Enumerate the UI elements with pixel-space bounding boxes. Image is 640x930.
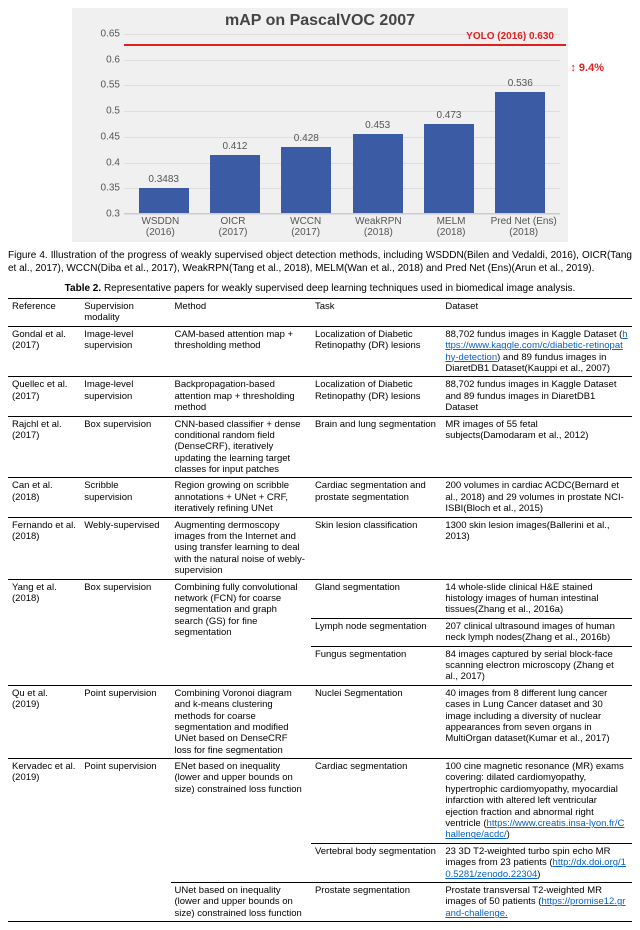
table-row: Yang et al. (2018)Box supervisionCombini… [8,579,632,618]
bar-value: 0.428 [294,133,319,144]
reference-label: YOLO (2016) 0.630 [466,31,554,42]
chart-area: 0.30.350.40.450.50.550.60.65 ↕ 9.4% YOLO… [80,34,560,214]
bar: 0.536 [495,92,545,213]
reference-line [124,44,566,46]
column-header: Method [171,299,311,327]
table-row: Kervadec et al. (2019)Point supervisionE… [8,759,632,844]
x-label: MELM(2018) [415,214,488,238]
chart-title: mAP on PascalVOC 2007 [80,12,560,30]
y-tick: 0.55 [101,80,120,91]
y-axis: 0.30.350.40.450.50.550.60.65 [80,34,124,214]
table-row: Rajchl et al. (2017)Box supervisionCNN-b… [8,416,632,478]
table-row: Quellec et al. (2017)Image-level supervi… [8,377,632,416]
x-label: OICR(2017) [197,214,270,238]
y-tick: 0.4 [106,157,120,168]
figure-caption: Figure 4. Illustration of the progress o… [8,250,632,275]
column-header: Reference [8,299,80,327]
x-label: WCCN(2017) [269,214,342,238]
y-tick: 0.6 [106,54,120,65]
column-header: Supervision modality [80,299,170,327]
table-caption: Table 2. Representative papers for weakl… [8,283,632,294]
bar: 0.412 [210,155,260,213]
table-row: Can et al. (2018)Scribble supervisionReg… [8,478,632,517]
table-row: Fernando et al. (2018)Webly-supervisedAu… [8,517,632,579]
y-tick: 0.3 [106,209,120,220]
methods-table: ReferenceSupervision modalityMethodTaskD… [8,298,632,922]
bar-value: 0.473 [436,110,461,121]
bar: 0.473 [424,124,474,213]
y-tick: 0.65 [101,29,120,40]
plot-area: ↕ 9.4% YOLO (2016) 0.6300.34830.4120.428… [124,34,560,214]
bar-value: 0.3483 [148,174,179,185]
x-axis-labels: WSDDN(2016)OICR(2017)WCCN(2017)WeakRPN(2… [124,214,560,238]
table-row: Gondal et al. (2017)Image-level supervis… [8,326,632,377]
x-label: WeakRPN(2018) [342,214,415,238]
y-tick: 0.45 [101,131,120,142]
column-header: Task [311,299,441,327]
column-header: Dataset [441,299,632,327]
x-label: Pred Net (Ens)(2018) [487,214,560,238]
table-row: Qu et al. (2019)Point supervisionCombini… [8,685,632,758]
bar-value: 0.453 [365,120,390,131]
delta-label: ↕ 9.4% [570,62,604,74]
bar: 0.428 [281,147,331,213]
x-label: WSDDN(2016) [124,214,197,238]
bar-value: 0.412 [222,141,247,152]
bar: 0.3483 [139,188,189,213]
y-tick: 0.35 [101,183,120,194]
bar: 0.453 [353,134,403,213]
y-tick: 0.5 [106,106,120,117]
bar-value: 0.536 [508,78,533,89]
map-bar-chart: mAP on PascalVOC 2007 0.3 0.35 0.4 0.45 0.5 0… [72,8,568,242]
